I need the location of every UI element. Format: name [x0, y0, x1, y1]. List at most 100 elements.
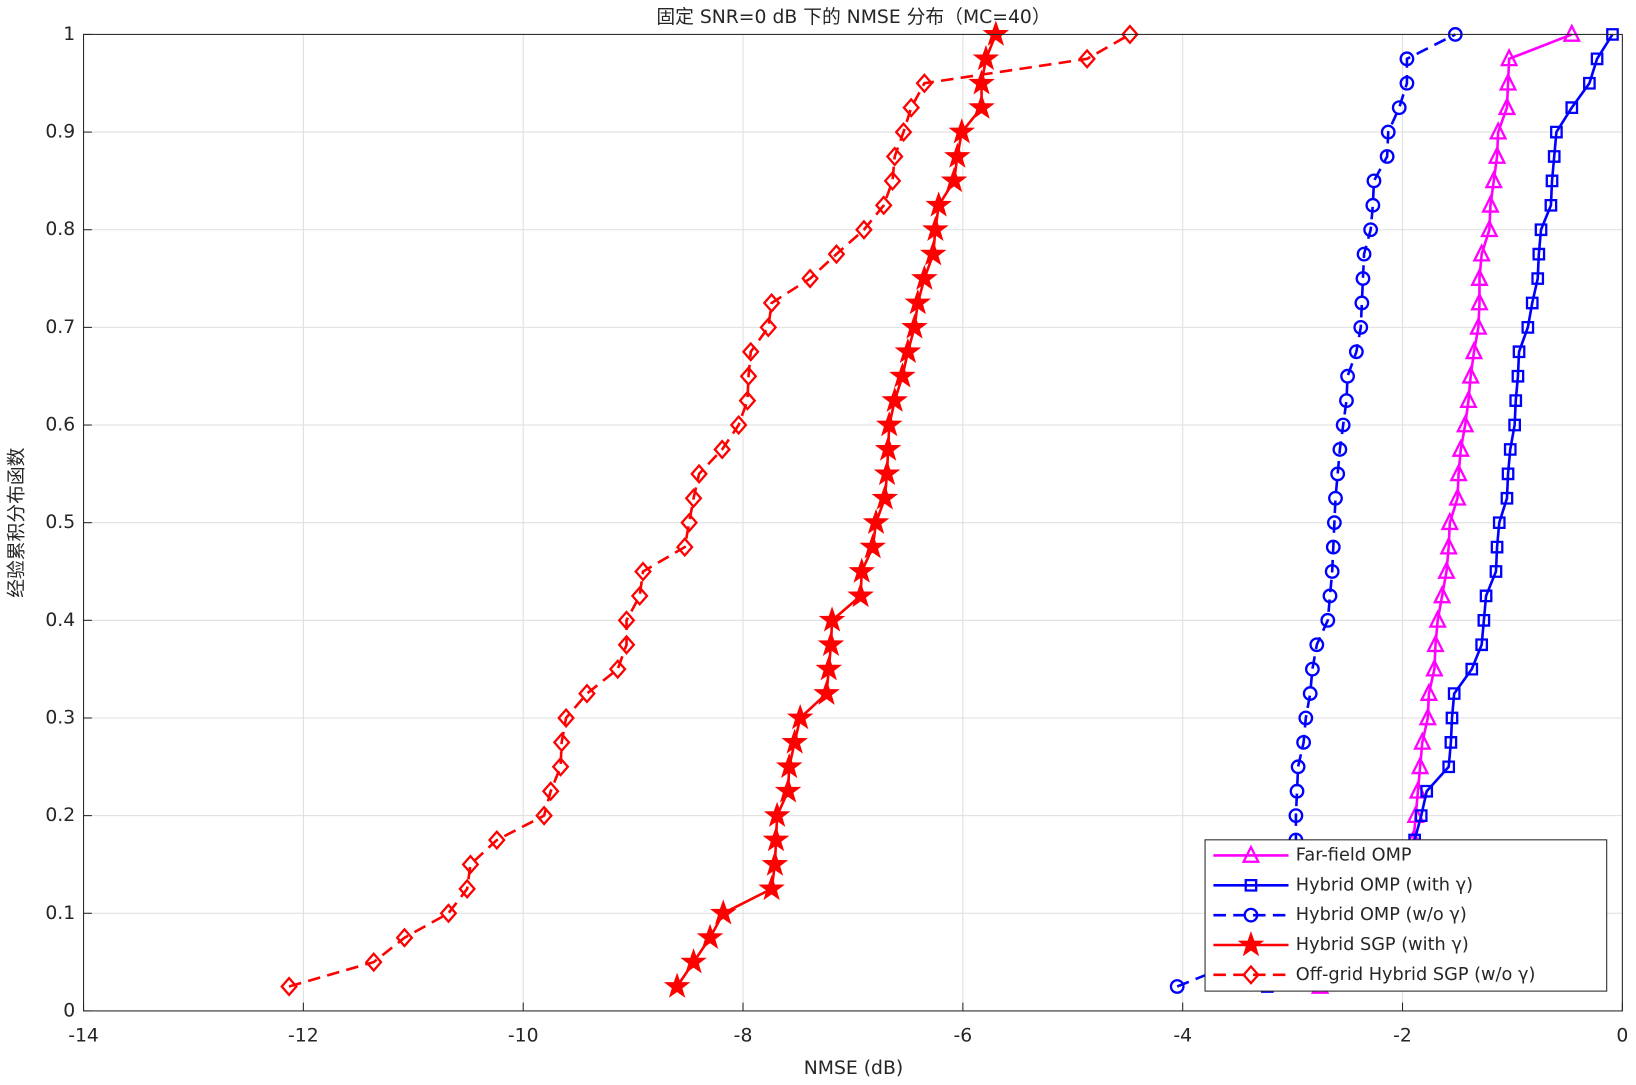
point-marker — [1501, 467, 1515, 481]
point-marker — [738, 390, 757, 411]
point-marker — [1121, 24, 1139, 45]
point-marker — [1534, 223, 1548, 237]
point-marker — [894, 337, 922, 364]
point-marker — [1484, 169, 1503, 189]
point-marker — [801, 268, 819, 289]
point-marker — [904, 289, 932, 315]
point-marker — [1481, 194, 1500, 213]
point-marker — [1469, 316, 1488, 335]
point-marker — [1440, 511, 1459, 531]
x-tick-label: -4 — [1173, 1025, 1192, 1046]
point-marker — [847, 581, 874, 608]
point-marker — [1544, 198, 1558, 212]
legend-marker — [1243, 907, 1259, 923]
point-marker — [1290, 759, 1306, 775]
x-tick-label: 0 — [1616, 1025, 1628, 1046]
series-line — [1176, 33, 1456, 988]
point-marker — [1380, 124, 1396, 140]
point-marker — [1511, 369, 1525, 383]
point-marker — [608, 659, 627, 680]
point-marker — [710, 899, 737, 925]
legend-label: Hybrid OMP (with γ) — [1296, 875, 1473, 895]
plot — [280, 20, 1619, 998]
point-marker — [948, 118, 976, 144]
point-marker — [1289, 783, 1305, 799]
x-tick-label: -6 — [954, 1025, 973, 1046]
point-marker — [759, 317, 778, 338]
point-marker — [1449, 462, 1468, 482]
point-marker — [855, 219, 873, 240]
point-marker — [280, 976, 298, 997]
point-marker — [1606, 28, 1619, 41]
point-marker — [617, 634, 636, 655]
point-marker — [1428, 609, 1447, 628]
point-marker — [675, 537, 694, 558]
point-marker — [774, 777, 802, 803]
point-marker — [1525, 296, 1539, 310]
point-marker — [1583, 76, 1596, 90]
point-marker — [1562, 23, 1581, 42]
legend-label: Off-grid Hybrid SGP (w/o γ) — [1296, 965, 1536, 985]
point-marker — [775, 752, 803, 779]
point-marker — [1565, 101, 1579, 115]
legend-marker — [1242, 964, 1260, 985]
point-marker — [762, 826, 790, 852]
point-marker — [871, 484, 899, 510]
point-marker — [894, 121, 913, 143]
point-marker — [1379, 149, 1395, 164]
point-marker — [729, 414, 748, 436]
y-tick-label: 0 — [63, 1000, 75, 1021]
point-marker — [1356, 246, 1372, 262]
point-marker — [1296, 734, 1312, 750]
point-marker — [1444, 736, 1458, 749]
point-marker — [1326, 515, 1342, 531]
point-marker — [1488, 121, 1508, 140]
x-tick-label: -12 — [288, 1025, 319, 1046]
point-marker — [1425, 658, 1444, 677]
x-tick-label: -10 — [508, 1025, 539, 1046]
series-line — [288, 33, 1131, 988]
point-marker — [1365, 197, 1381, 213]
y-tick-label: 0.3 — [45, 707, 75, 728]
legend-marker — [1244, 878, 1258, 892]
point-marker — [874, 195, 893, 216]
point-marker — [982, 20, 1010, 46]
point-marker — [1499, 47, 1519, 67]
point-marker — [1489, 565, 1503, 578]
point-marker — [1590, 52, 1604, 66]
point-marker — [968, 93, 995, 119]
point-marker — [901, 313, 928, 339]
point-marker — [1426, 633, 1445, 653]
point-marker — [630, 585, 649, 607]
point-marker — [1479, 589, 1493, 603]
point-marker — [1487, 145, 1507, 164]
point-marker — [1322, 588, 1338, 604]
x-tick-label: -14 — [68, 1025, 99, 1046]
y-tick-label: 0.5 — [45, 512, 75, 533]
point-marker — [1521, 321, 1535, 334]
point-marker — [1439, 536, 1458, 555]
point-marker — [458, 878, 476, 899]
point-marker — [1309, 637, 1325, 653]
point-marker — [875, 411, 903, 437]
y-tick-label: 0.4 — [45, 610, 75, 631]
point-marker — [1353, 319, 1369, 335]
point-marker — [1419, 682, 1439, 701]
point-marker — [1432, 585, 1452, 604]
point-marker — [944, 142, 971, 168]
point-marker — [696, 923, 724, 949]
point-marker — [1461, 365, 1480, 384]
point-marker — [1465, 662, 1479, 676]
point-marker — [1500, 491, 1514, 505]
point-marker — [1472, 243, 1491, 262]
point-marker — [663, 972, 691, 998]
point-marker — [1339, 393, 1354, 409]
point-marker — [1448, 487, 1467, 506]
point-marker — [1492, 516, 1506, 530]
point-marker — [1354, 295, 1370, 311]
point-marker — [1420, 784, 1434, 798]
point-marker — [1503, 443, 1517, 456]
point-marker — [817, 630, 845, 657]
point-marker — [557, 707, 575, 729]
point-marker — [1508, 418, 1522, 432]
